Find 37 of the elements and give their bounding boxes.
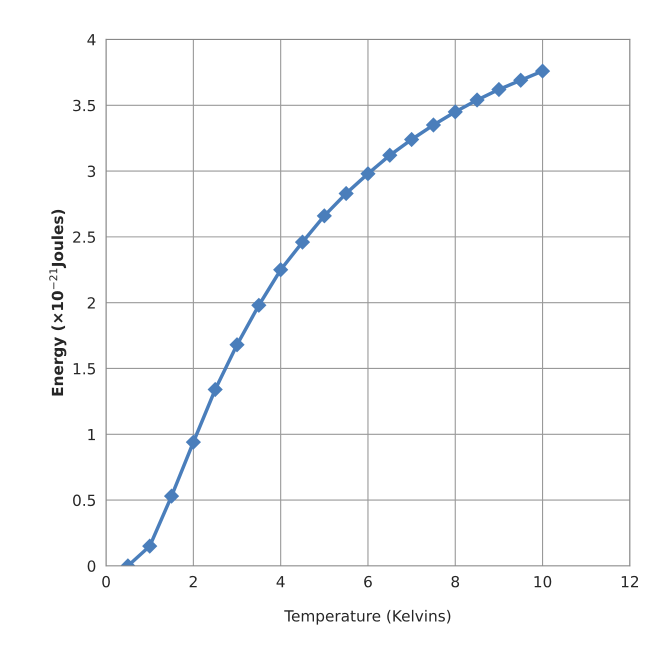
x-tick-label: 8 [451, 576, 460, 588]
point [535, 64, 550, 78]
point [186, 434, 201, 450]
point [404, 132, 420, 147]
point [230, 337, 244, 352]
point [492, 82, 506, 97]
y-tick-label: 2 [88, 297, 95, 308]
y-tick-label: 3 [88, 166, 96, 178]
y-tick-label: 1.5 [74, 363, 96, 374]
point [295, 234, 310, 250]
x-tick-label: 0 [102, 576, 110, 588]
y-axis-title: Energy (×10$^{−21}$Joules) [49, 210, 66, 396]
point [360, 166, 376, 182]
y-tick-label: 1 [88, 428, 95, 440]
point [142, 538, 158, 554]
point [164, 488, 179, 504]
point [448, 104, 463, 120]
y-tick-label: 3.5 [73, 100, 96, 112]
y-tick-label: 0.5 [73, 494, 96, 506]
point [273, 262, 288, 278]
point [470, 92, 484, 108]
x-tick-label: 6 [364, 576, 372, 588]
x-tick-label: 12 [622, 576, 638, 588]
x-axis-title: Temperature (Kelvins) [284, 610, 450, 625]
point [208, 382, 223, 397]
x-tick-label: 10 [534, 576, 552, 588]
x-tick-label: 2 [190, 576, 197, 588]
y-tick-label: 0 [88, 560, 96, 572]
point [251, 298, 266, 313]
point [426, 118, 441, 132]
point [316, 208, 332, 224]
y-tick-label: 2.5 [73, 231, 96, 243]
point [513, 72, 528, 88]
point [382, 148, 398, 163]
y-tick-label: 4 [87, 34, 96, 46]
x-tick-label: 4 [276, 576, 285, 588]
point [338, 186, 354, 201]
